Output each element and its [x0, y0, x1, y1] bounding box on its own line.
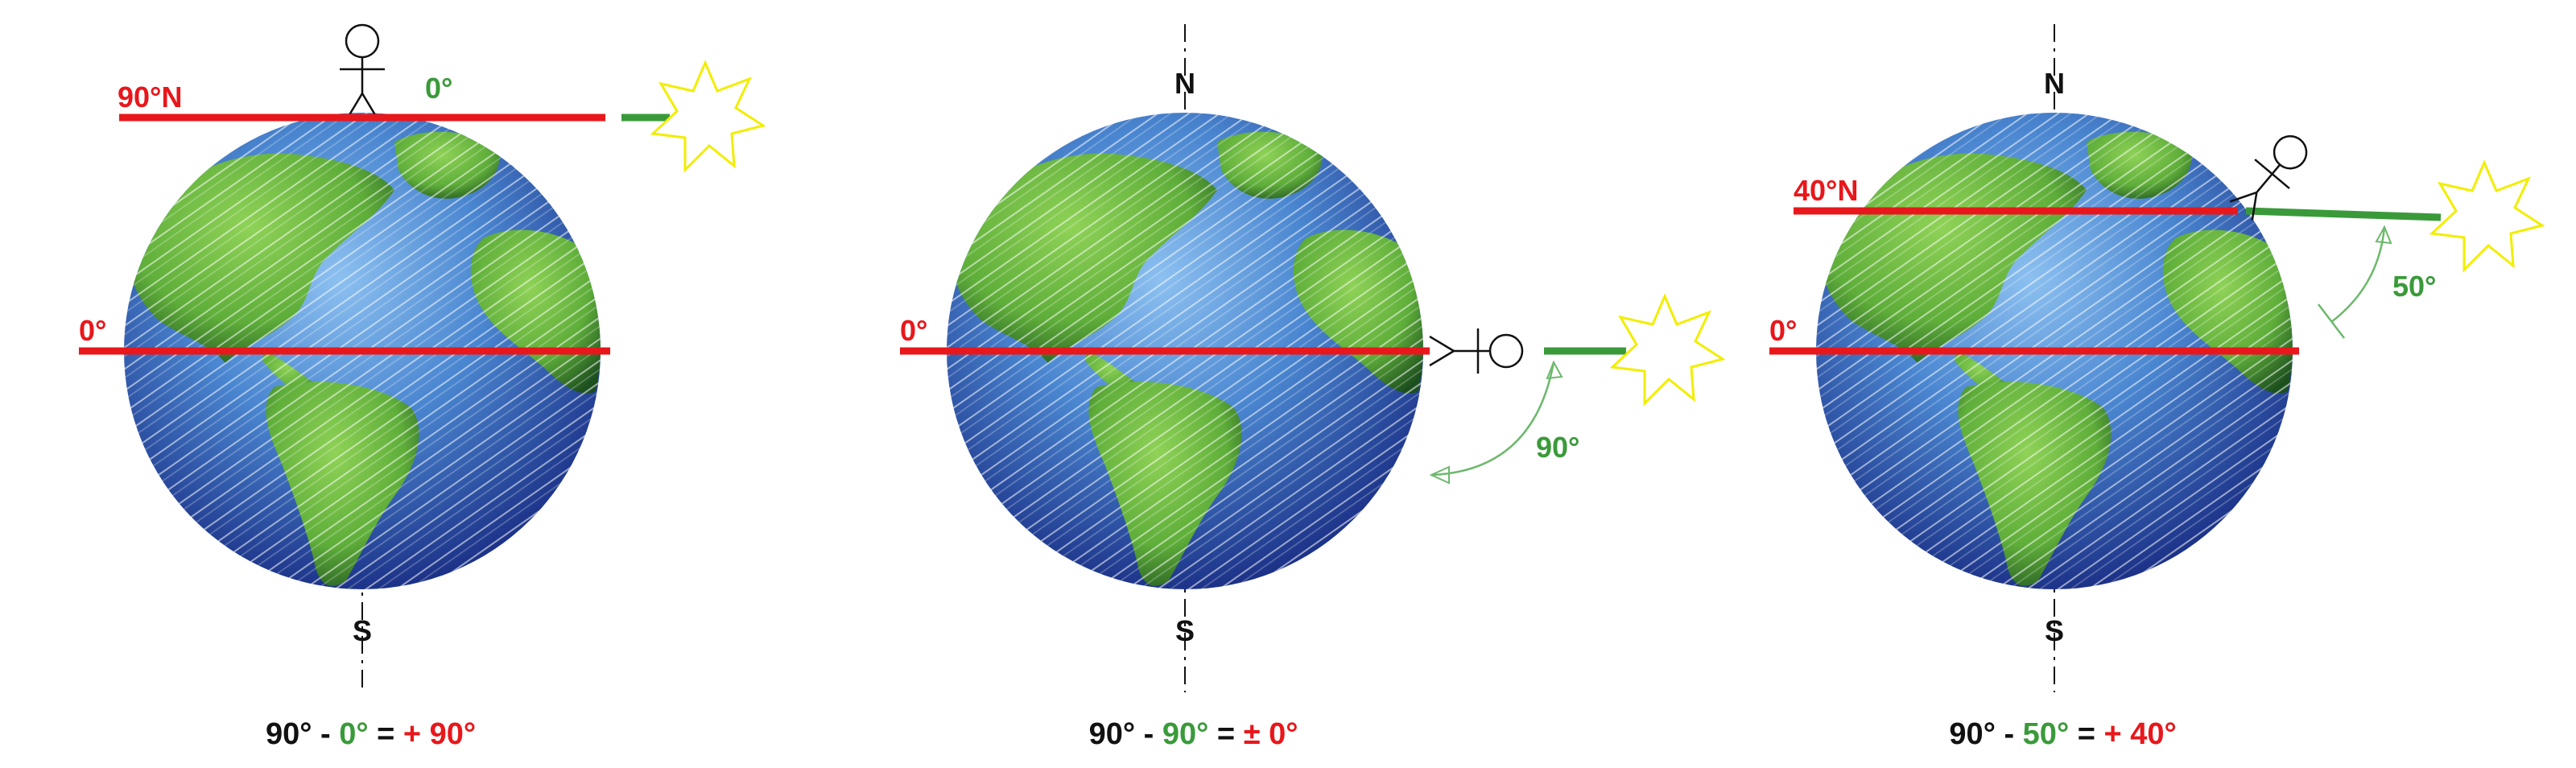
formula-minus: -	[312, 717, 339, 751]
sun-angle-label: 50°	[2392, 270, 2436, 303]
stick-figure-icon	[1428, 327, 1524, 375]
north-pole-label: N	[1174, 67, 1195, 100]
formula-a: 90°	[1089, 717, 1135, 751]
panel-1: 90°N 0° 0° S 90° - 0° = + 90°	[79, 23, 765, 751]
panel-3: 40°N 0° 50° N S 90° - 50° = + 40°	[1769, 24, 2544, 751]
formula-result: + 40°	[2103, 717, 2176, 751]
sun-angle-label: 90°	[1536, 431, 1579, 464]
formula-result: ± 0°	[1244, 717, 1298, 751]
formula-a: 90°	[266, 717, 312, 751]
stick-figure-icon	[338, 23, 386, 119]
latitude-label: 40°N	[1794, 174, 1858, 207]
latitude-label: 90°N	[118, 81, 182, 114]
formula-a: 90°	[1949, 717, 1995, 751]
formula-b: 50°	[2023, 717, 2069, 751]
formula-result: + 90°	[403, 717, 476, 751]
angle-arrowhead	[2375, 225, 2392, 245]
formula-eq: =	[1208, 717, 1243, 751]
angle-arrowhead	[1546, 360, 1563, 380]
angle-arrowhead	[1429, 465, 1450, 485]
angle-arc	[2330, 226, 2386, 323]
equator-label: 0°	[900, 314, 927, 347]
sun-icon	[2430, 161, 2544, 271]
sun-icon	[1611, 295, 1724, 405]
sun-ray	[2245, 207, 2442, 221]
north-pole-label: N	[2044, 67, 2065, 100]
formula-eq: =	[369, 717, 403, 751]
formula-minus: -	[1996, 717, 2023, 751]
south-pole-label: S	[2045, 614, 2064, 647]
formula: 90° - 50° = + 40°	[1890, 717, 2219, 751]
formula-minus: -	[1135, 717, 1162, 751]
formula: 90° - 90° = ± 0°	[1030, 717, 1340, 751]
formula-eq: =	[2069, 717, 2103, 751]
angle-tick	[2318, 303, 2345, 339]
formula: 90° - 0° = + 90°	[206, 717, 518, 751]
south-pole-label: S	[1175, 614, 1195, 647]
panel-2: 0° 90° N S 90° - 90° = ± 0°	[900, 24, 1724, 751]
equator-label: 0°	[1769, 314, 1797, 347]
equator-label: 0°	[79, 314, 106, 347]
angle-arc	[1430, 361, 1555, 477]
formula-b: 90°	[1162, 717, 1208, 751]
sun-angle-label: 0°	[425, 72, 452, 105]
formula-b: 0°	[339, 717, 368, 751]
south-pole-label: S	[353, 614, 372, 647]
